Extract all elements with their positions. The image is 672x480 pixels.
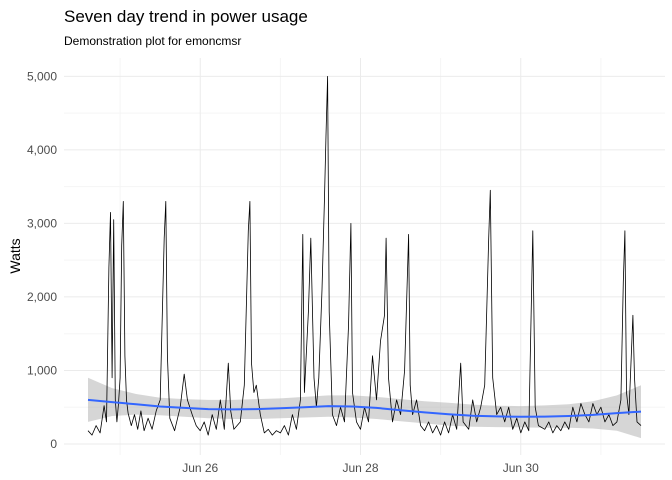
y-axis-ticks: 0 1,000 2,000 3,000 4,000 5,000 [27, 69, 57, 451]
x-tick-label: Jun 30 [503, 461, 539, 475]
power-usage-line [87, 76, 642, 436]
y-tick-label: 3,000 [27, 216, 57, 230]
smoothed-trend-line [87, 398, 642, 418]
y-tick-label: 4,000 [27, 143, 57, 157]
power-series [87, 76, 642, 436]
chart-title: Seven day trend in power usage [64, 7, 308, 26]
y-tick-label: 5,000 [27, 69, 57, 83]
trend-line [87, 398, 642, 418]
grid-lines [64, 58, 665, 455]
chart-subtitle: Demonstration plot for emoncmsr [64, 34, 241, 48]
y-tick-label: 1,000 [27, 363, 57, 377]
y-axis-title: Watts [7, 238, 23, 273]
x-tick-label: Jun 28 [342, 461, 378, 475]
x-tick-label: Jun 26 [182, 461, 218, 475]
y-tick-label: 2,000 [27, 290, 57, 304]
y-tick-label: 0 [50, 437, 57, 451]
x-axis-ticks: Jun 26 Jun 28 Jun 30 [182, 461, 539, 475]
